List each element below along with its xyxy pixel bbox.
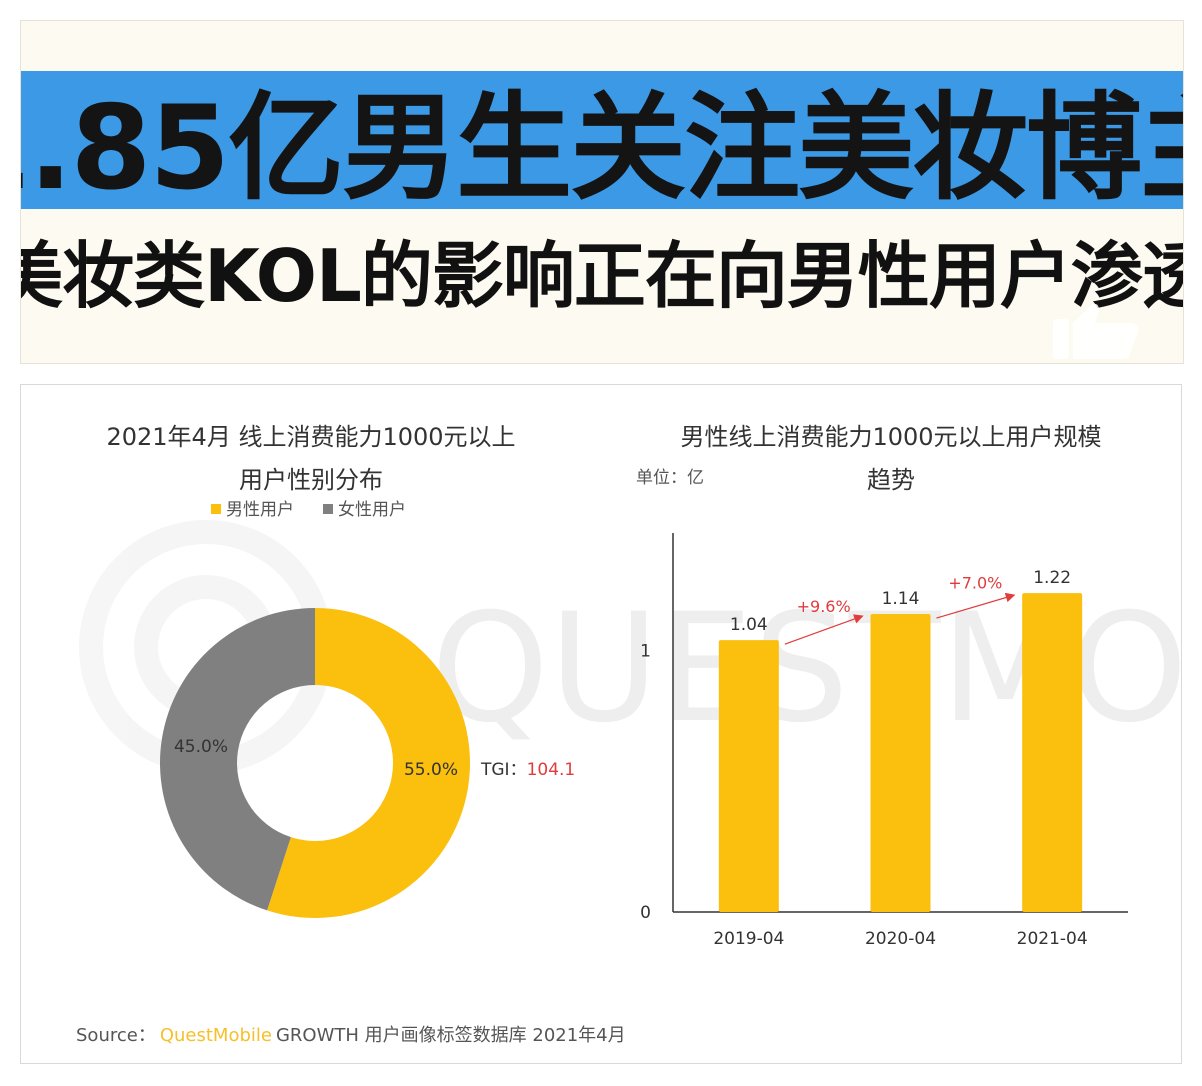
bar-value-label: 1.04 bbox=[730, 615, 768, 635]
tgi-separator: ： bbox=[510, 760, 527, 780]
donut-title-line2: 用户性别分布 bbox=[239, 466, 383, 494]
donut-title-line1: 2021年4月 线上消费能力1000元以上 bbox=[106, 423, 515, 451]
donut-label-male: 55.0% bbox=[404, 760, 458, 780]
growth-label: +9.6% bbox=[797, 597, 851, 616]
tgi-annotation: TGI：104.1 bbox=[480, 760, 575, 780]
bar-unit-label: 单位：亿 bbox=[636, 468, 704, 488]
bar-value-label: 1.22 bbox=[1033, 568, 1071, 588]
bar-2020-04 bbox=[870, 614, 931, 912]
donut-slice-female bbox=[159, 608, 315, 911]
x-tick-label: 2020-04 bbox=[865, 929, 936, 949]
thumbs-up-icon bbox=[1053, 303, 1139, 359]
bar-value-label: 1.14 bbox=[882, 589, 920, 609]
bar-2021-04 bbox=[1022, 593, 1083, 912]
growth-label: +7.0% bbox=[948, 574, 1002, 593]
bar-chart-plot: 0 1 1.04 2019-04 1.14 2020-04 1.22 2021-04 +9.6%… bbox=[640, 533, 1128, 949]
bar-2019-04 bbox=[718, 640, 779, 912]
banner: 1.85亿男生关注美妆博主 美妆类KOL的影响正在向男性用户渗透 bbox=[20, 20, 1184, 364]
source-prefix: Source： bbox=[76, 1025, 156, 1046]
y-tick-label: 1 bbox=[640, 642, 651, 662]
legend-swatch-male bbox=[211, 504, 221, 514]
source-brand: QuestMobile bbox=[159, 1025, 272, 1046]
legend-swatch-female bbox=[323, 504, 333, 514]
tgi-value: 104.1 bbox=[527, 760, 576, 780]
donut-slice-male bbox=[267, 608, 470, 918]
growth-arrow bbox=[936, 592, 1016, 619]
banner-subtitle: 美妆类KOL的影响正在向男性用户渗透 bbox=[20, 233, 1184, 318]
growth-arrow bbox=[784, 614, 864, 645]
banner-blue-strip bbox=[21, 71, 1183, 209]
legend-label-male: 男性用户 bbox=[226, 500, 294, 520]
banner-title: 1.85亿男生关注美妆博主 bbox=[21, 81, 1184, 216]
source-note: Source： QuestMobile GROWTH 用户画像标签数据库 2021年… bbox=[76, 1021, 626, 1047]
bar-title-line1: 男性线上消费能力1000元以上用户规模 bbox=[680, 423, 1101, 451]
donut-label-female: 45.0% bbox=[174, 737, 228, 757]
x-tick-label: 2021-04 bbox=[1017, 929, 1088, 949]
y-tick-label: 0 bbox=[640, 903, 651, 923]
x-tick-label: 2019-04 bbox=[713, 929, 784, 949]
bar-title-line2: 趋势 bbox=[867, 466, 915, 494]
source-rest: GROWTH 用户画像标签数据库 2021年4月 bbox=[275, 1025, 626, 1046]
tgi-label: TGI bbox=[480, 760, 510, 780]
charts-canvas: QUESTMOBILE 2021年4月 线上消费能力1000元以上 用户性别分布… bbox=[79, 423, 1181, 949]
legend-label-female: 女性用户 bbox=[338, 500, 406, 520]
chart-panel: QUESTMOBILE 2021年4月 线上消费能力1000元以上 用户性别分布… bbox=[20, 384, 1182, 1064]
